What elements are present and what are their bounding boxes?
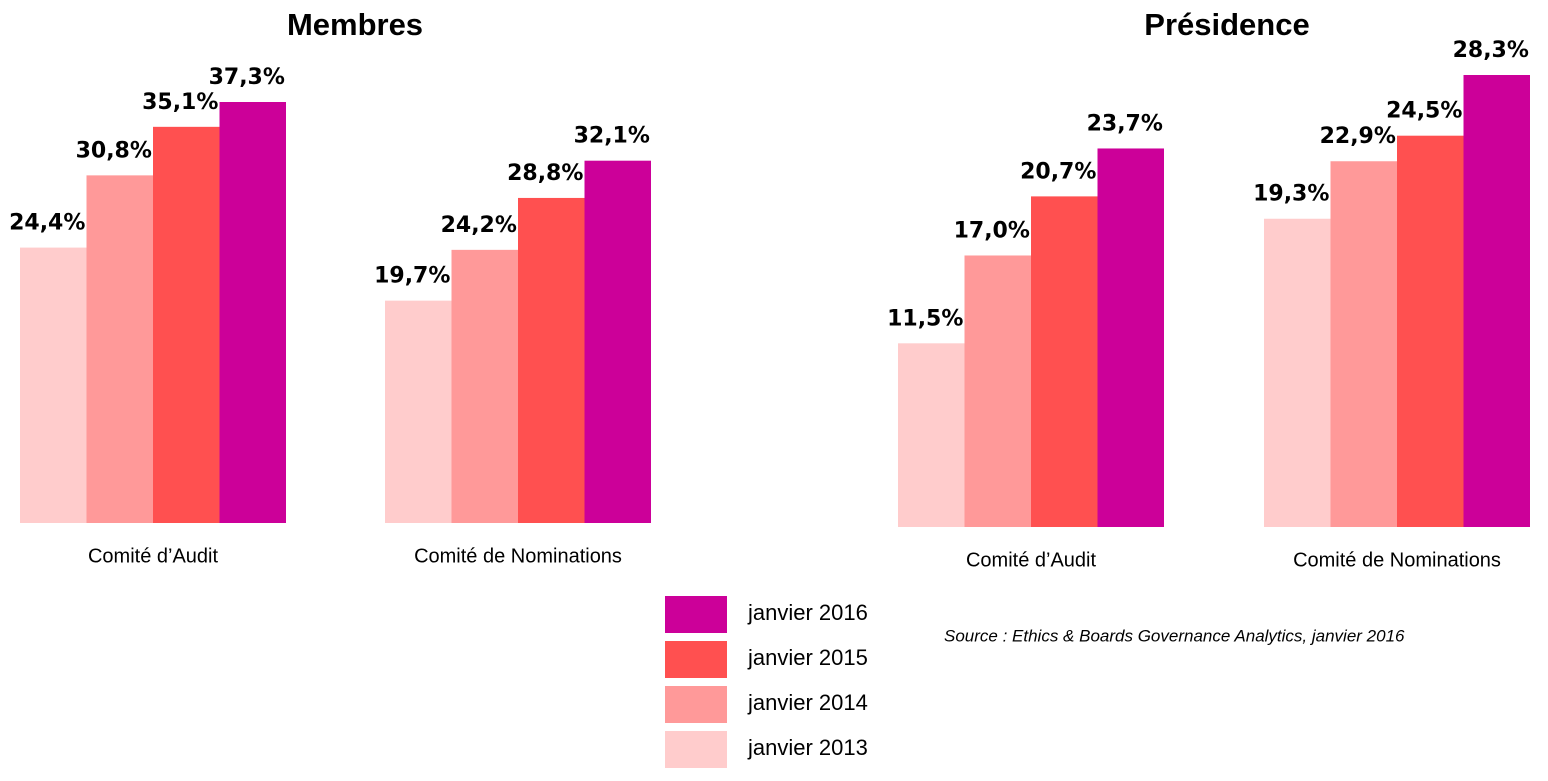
data-label: 22,9% [1320,124,1396,149]
bar [385,300,452,523]
data-label: 19,7% [374,264,450,289]
chart-title: Membres [287,7,423,42]
data-label: 30,8% [76,138,152,163]
data-label: 24,4% [9,211,85,236]
legend-label: janvier 2015 [747,645,868,670]
bar [1330,161,1397,527]
bar [1463,75,1530,527]
bar [86,175,153,523]
data-label: 28,8% [507,161,583,186]
data-label: 19,3% [1253,182,1329,207]
bar [1264,218,1331,527]
bar [219,102,286,523]
legend-swatch [665,596,727,633]
legend-label: janvier 2016 [747,600,868,625]
data-label: 11,5% [887,306,963,331]
data-label: 24,5% [1386,99,1462,124]
bar [1097,148,1164,527]
x-tick-label: Comité d’Audit [966,549,1097,571]
legend-swatch [665,731,727,768]
bar [964,255,1031,527]
data-label: 23,7% [1087,111,1163,136]
source: Source : Ethics & Boards Governance Anal… [944,626,1405,645]
bar [518,197,585,523]
bar [20,247,87,524]
data-label: 35,1% [142,90,218,115]
x-tick-label: Comité de Nominations [414,545,622,567]
bar [451,249,518,523]
bar [898,343,965,527]
legend-swatch [665,641,727,678]
data-label: 24,2% [441,213,517,238]
x-tick-label: Comité d’Audit [88,545,219,567]
bar [584,160,651,523]
chart-title: Présidence [1144,7,1309,42]
bar [1397,135,1464,528]
data-label: 32,1% [574,124,650,149]
data-label: 20,7% [1020,159,1096,184]
data-label: 17,0% [954,218,1030,243]
data-label: 28,3% [1453,38,1529,63]
data-label: 37,3% [209,65,285,90]
legend-label: janvier 2013 [747,735,868,760]
legend-swatch [665,686,727,723]
bar [1031,196,1098,527]
bar [153,126,220,523]
legend-label: janvier 2014 [747,690,868,715]
x-tick-label: Comité de Nominations [1293,549,1501,571]
